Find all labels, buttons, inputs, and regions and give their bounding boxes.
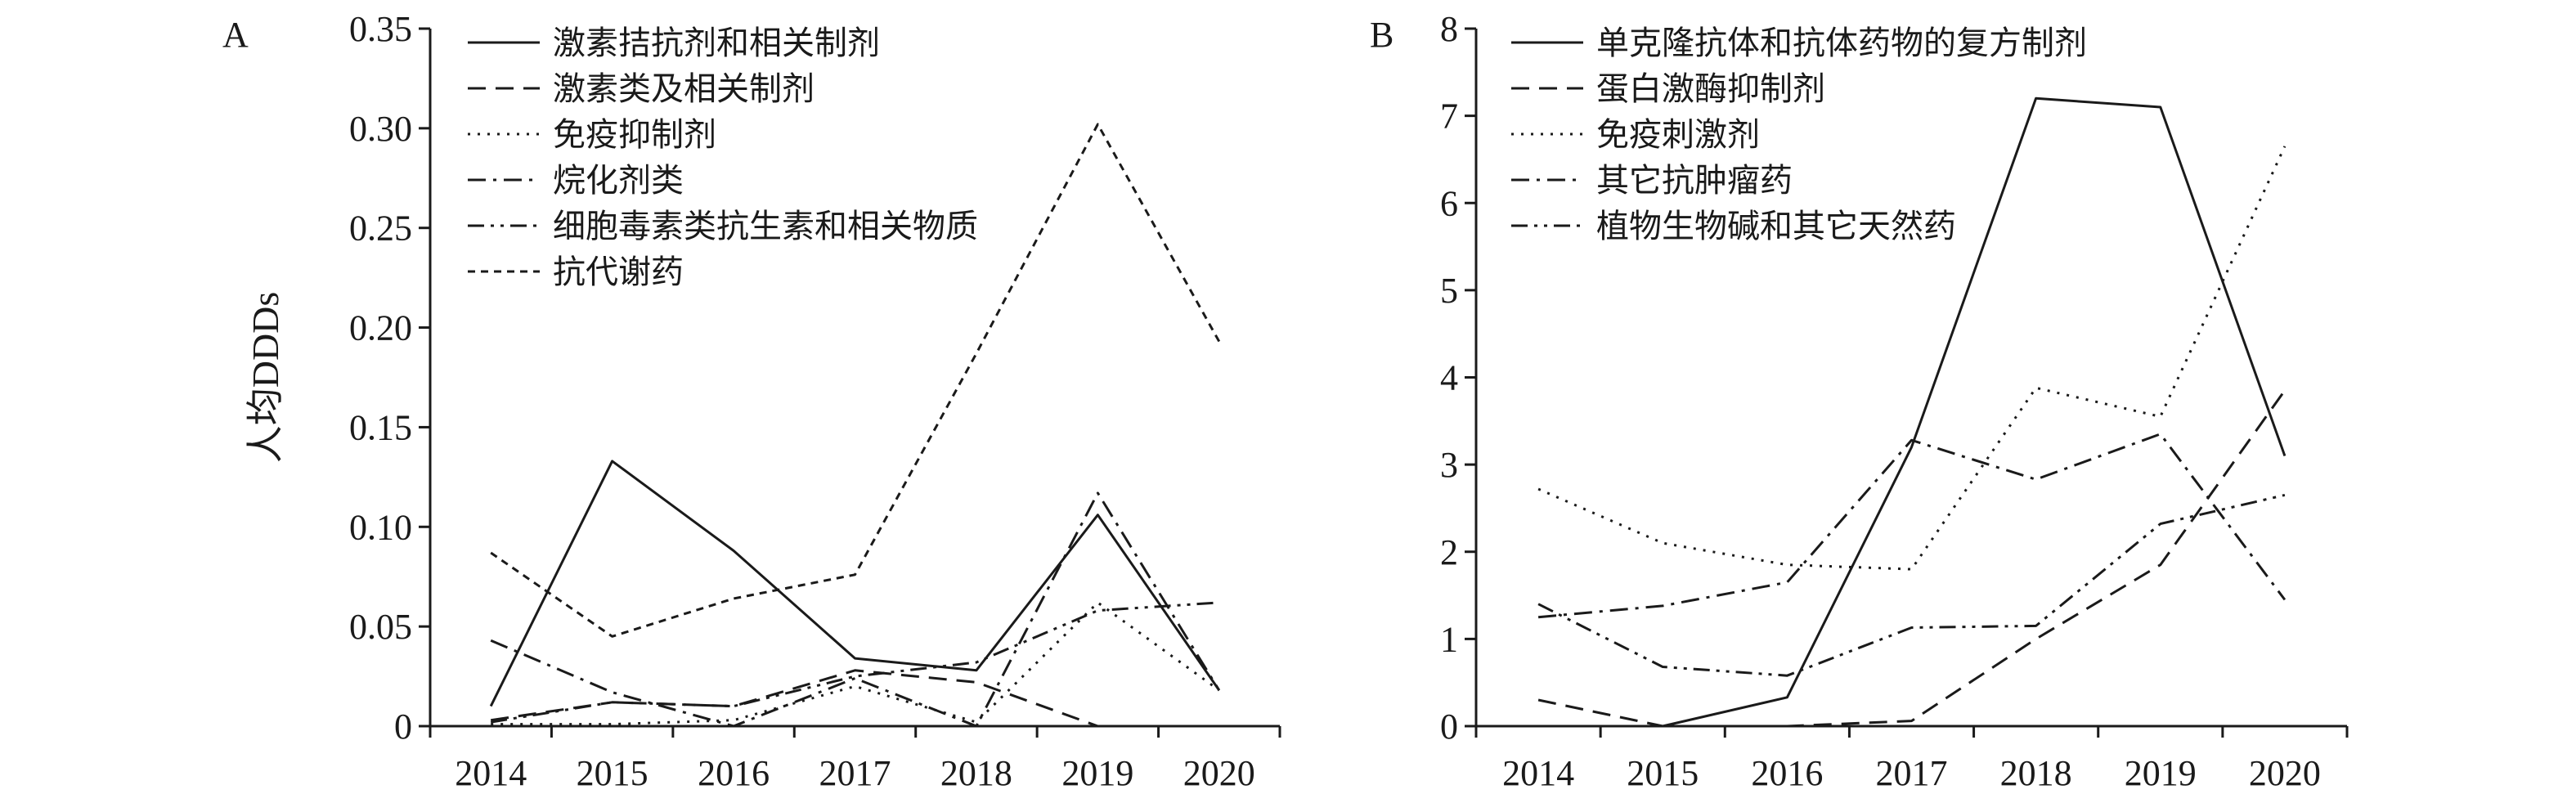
panel-a: 0 0.05 0.10 0.15 0.20 0.25 0.30 0.35 2014 2015 201… — [222, 9, 1281, 793]
series-line — [490, 123, 1221, 638]
y-tick-label: 3 — [1440, 445, 1458, 485]
legend-label: 单克隆抗体和抗体药物的复方制剂 — [1596, 25, 2087, 62]
y-tick-label: 0.05 — [349, 607, 412, 647]
series-line — [1537, 493, 2286, 677]
x-tick-label: 2020 — [2249, 753, 2321, 793]
y-tick-label: 0.30 — [349, 109, 412, 149]
x-tick-label: 2016 — [698, 753, 770, 793]
legend-label: 其它抗肿瘤药 — [1596, 162, 1793, 200]
legend-label: 激素拮抗剂和相关制剂 — [553, 25, 880, 62]
x-tick-label: 2019 — [1061, 753, 1133, 793]
y-tick-label: 7 — [1440, 96, 1458, 137]
y-tick-label: 0.25 — [349, 209, 412, 249]
y-tick-label: 4 — [1440, 358, 1458, 398]
panel-label: A — [222, 15, 249, 55]
legend-label: 抗代谢药 — [553, 253, 684, 291]
y-tick-label: 6 — [1440, 183, 1458, 223]
series-line — [490, 491, 1221, 728]
legend-label: 免疫刺激剂 — [1596, 116, 1760, 154]
legend-label: 免疫抑制剂 — [553, 116, 716, 154]
y-tick-label: 0.35 — [349, 9, 412, 49]
x-tick-label: 2020 — [1183, 753, 1255, 793]
x-tick-label: 2015 — [1627, 753, 1699, 793]
y-tick-label: 0 — [394, 707, 412, 747]
y-tick-label: 1 — [1440, 619, 1458, 659]
y-tick-label: 0.10 — [349, 507, 412, 547]
x-tick-label: 2016 — [1751, 753, 1823, 793]
y-tick-label: 5 — [1440, 271, 1458, 311]
series-line — [491, 601, 1220, 726]
y-tick-label: 0 — [1440, 707, 1458, 747]
panel-b: 0 1 2 3 4 5 6 7 8 2014 2015 2016 2017 2018 2019 2020 B 单克… — [1370, 9, 2349, 793]
panel-label: B — [1370, 15, 1393, 55]
x-tick-label: 2017 — [819, 753, 891, 793]
y-tick-label: 0.20 — [349, 308, 412, 348]
series-line — [1537, 389, 2287, 728]
legend: 激素拮抗剂和相关制剂激素类及相关制剂免疫抑制剂烷化剂类细胞毒素类抗生素和相关物质… — [468, 25, 978, 291]
x-tick-label: 2015 — [577, 753, 648, 793]
x-tick-label: 2019 — [2125, 753, 2197, 793]
x-tick-label: 2018 — [2000, 753, 2072, 793]
legend-label: 蛋白激酶抑制剂 — [1596, 70, 1825, 108]
legend-label: 激素类及相关制剂 — [553, 70, 815, 108]
y-axis-title: 人均DDDs — [245, 292, 286, 464]
x-tick-label: 2017 — [1876, 753, 1948, 793]
x-tick-label: 2014 — [455, 753, 527, 793]
legend: 单克隆抗体和抗体药物的复方制剂蛋白激酶抑制剂免疫刺激剂其它抗肿瘤药植物生物碱和其… — [1511, 25, 2087, 245]
legend-label: 烷化剂类 — [553, 162, 684, 200]
series-line — [489, 460, 1221, 707]
y-tick-label: 8 — [1440, 9, 1458, 49]
series-line — [1537, 433, 2287, 619]
series-line — [490, 669, 1219, 728]
legend-label: 植物生物碱和其它天然药 — [1596, 208, 1956, 245]
x-tick-label: 2014 — [1502, 753, 1574, 793]
y-tick-label: 0.15 — [349, 407, 412, 447]
legend-label: 细胞毒素类抗生素和相关物质 — [553, 208, 978, 245]
y-tick-label: 2 — [1440, 532, 1458, 572]
series-line — [490, 601, 1219, 724]
x-tick-label: 2018 — [940, 753, 1012, 793]
